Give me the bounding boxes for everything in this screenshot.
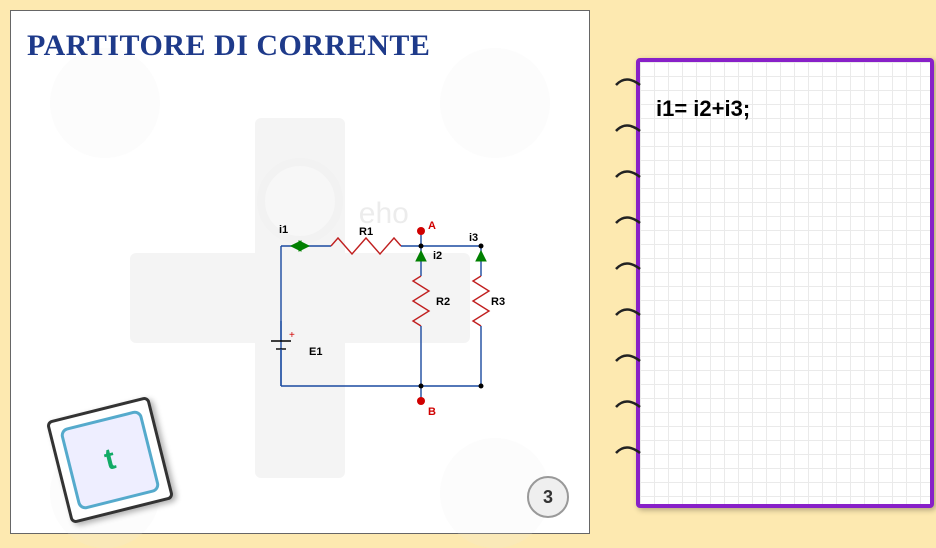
page-number-badge: 3 <box>527 476 569 518</box>
label-i1: i1 <box>279 224 288 236</box>
label-R1: R1 <box>359 226 373 238</box>
binder-ring <box>614 78 642 92</box>
page-title: PARTITORE DI CORRENTE <box>27 29 430 63</box>
label-i2: i2 <box>433 250 442 262</box>
label-R3: R3 <box>491 296 505 308</box>
binder-ring <box>614 216 642 230</box>
binder-ring <box>614 124 642 138</box>
binder-ring <box>614 354 642 368</box>
label-A: A <box>428 221 436 232</box>
circuit-diagram: i1 R1 A i2 i3 R2 R3 E1 B + <box>271 221 511 421</box>
binder-ring <box>614 308 642 322</box>
label-i3: i3 <box>469 232 478 244</box>
label-R2: R2 <box>436 296 450 308</box>
svg-text:+: + <box>289 330 295 341</box>
binder-ring <box>614 446 642 460</box>
notepad-equation: i1= i2+i3; <box>656 96 750 122</box>
label-E1: E1 <box>309 346 322 358</box>
logo-badge: t <box>46 396 174 524</box>
notepad: i1= i2+i3; <box>636 58 934 508</box>
binder-ring <box>614 262 642 276</box>
binder-ring <box>614 400 642 414</box>
binder-ring <box>614 170 642 184</box>
label-B: B <box>428 406 436 418</box>
slide-panel: eho PARTITORE DI CORRENTE <box>10 10 590 534</box>
